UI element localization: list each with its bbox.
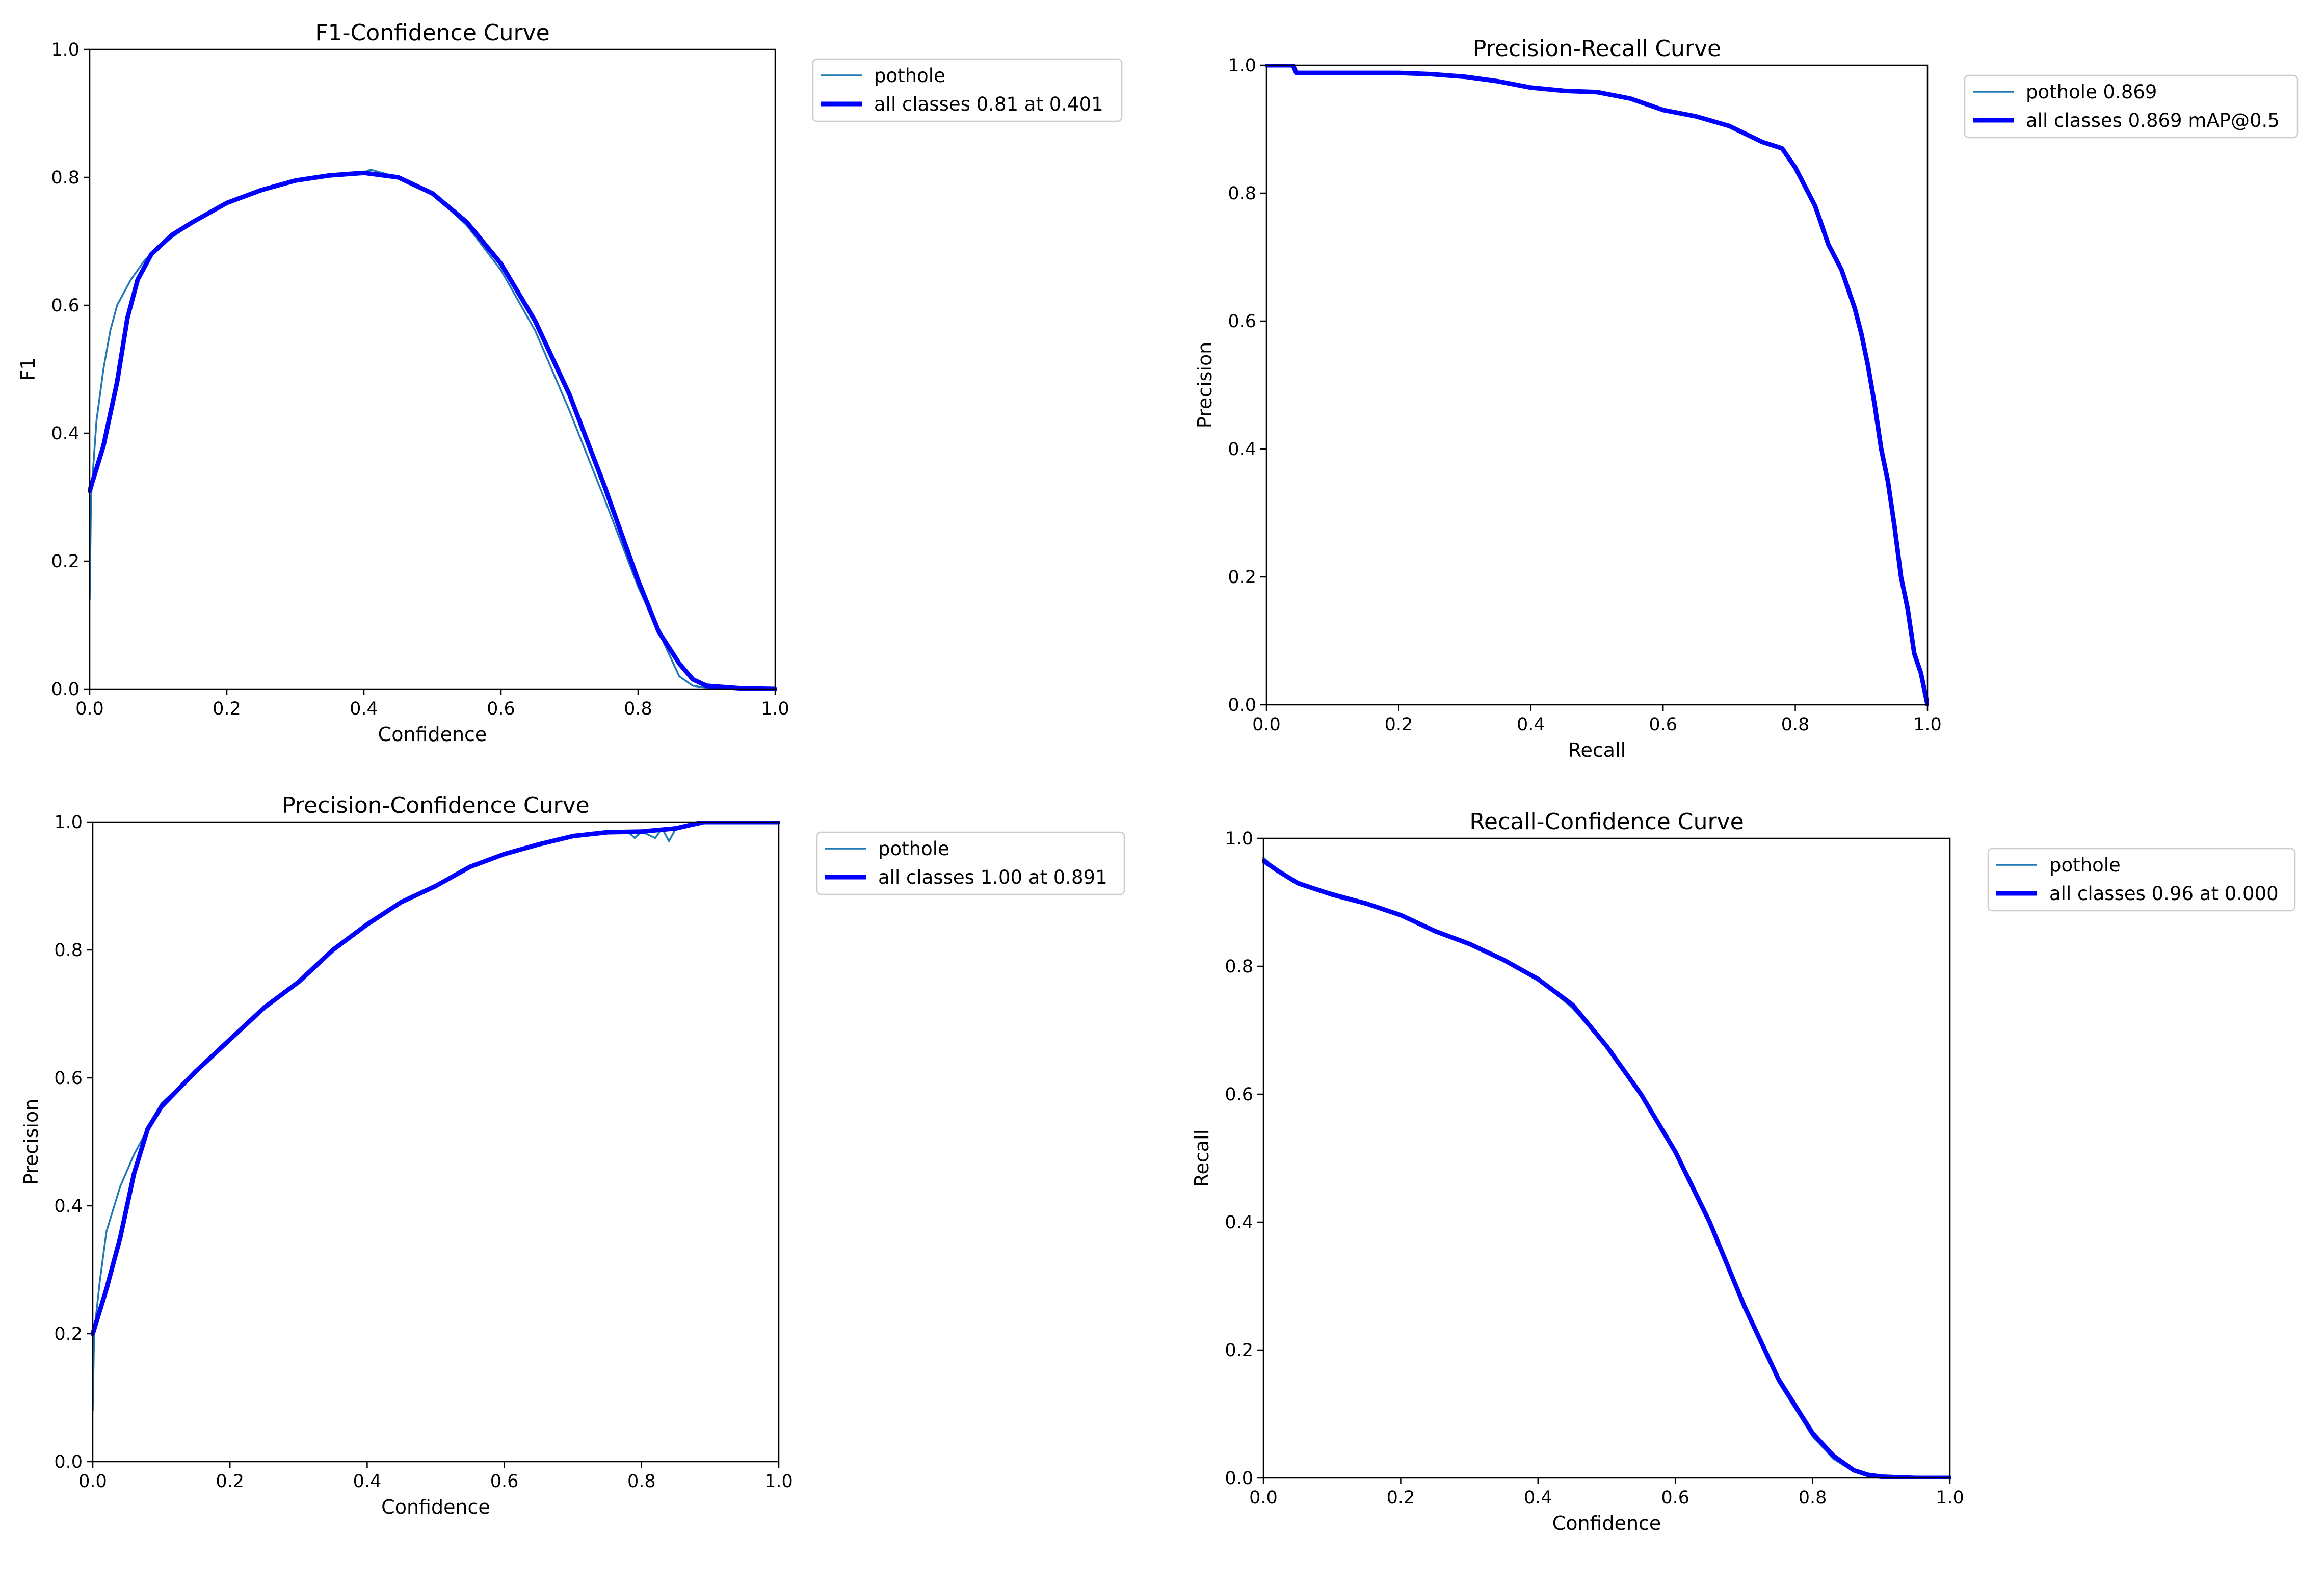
x-tick-label: 0.4 bbox=[350, 699, 378, 719]
y-tick-label: 0.4 bbox=[1228, 439, 1256, 460]
series-line-all-classes bbox=[1262, 858, 1951, 1479]
x-tick-label: 1.0 bbox=[764, 1471, 793, 1492]
y-tick-label: 0.0 bbox=[54, 1452, 83, 1472]
plot-frame bbox=[92, 821, 780, 1463]
y-tick-label: 0.0 bbox=[1228, 695, 1256, 716]
x-tick-label: 0.0 bbox=[78, 1471, 107, 1492]
chart-title: Precision-Recall Curve bbox=[1473, 36, 1721, 62]
x-tick-label: 0.6 bbox=[1661, 1488, 1689, 1508]
legend-box bbox=[812, 58, 1123, 122]
legend-entry-label: all classes 1.00 at 0.891 bbox=[878, 866, 1107, 888]
series-line-all-classes bbox=[1265, 64, 1929, 706]
y-tick-label: 0.4 bbox=[51, 424, 80, 444]
y-tick-label: 0.6 bbox=[51, 296, 80, 316]
x-tick-label: 1.0 bbox=[761, 699, 789, 719]
series-line-all-classes bbox=[88, 170, 777, 691]
y-tick-label: 0.8 bbox=[1228, 183, 1256, 204]
x-axis-label: Recall bbox=[1568, 739, 1626, 761]
x-tick-label: 0.0 bbox=[1249, 1488, 1278, 1508]
legend-box bbox=[816, 831, 1125, 895]
legend-entry-label: all classes 0.96 at 0.000 bbox=[2049, 883, 2279, 905]
legend-box bbox=[1964, 74, 2299, 139]
legend-entry-label: all classes 0.81 at 0.401 bbox=[874, 93, 1103, 115]
x-tick-label: 0.8 bbox=[627, 1471, 656, 1492]
chart-title: Precision-Confidence Curve bbox=[282, 792, 589, 818]
y-tick-label: 0.4 bbox=[1225, 1212, 1253, 1233]
y-tick-label: 0.6 bbox=[1225, 1085, 1253, 1105]
x-tick-label: 0.2 bbox=[1385, 715, 1413, 735]
y-tick-label: 0.0 bbox=[51, 679, 80, 700]
y-tick-label: 0.6 bbox=[54, 1068, 83, 1089]
x-tick-label: 0.6 bbox=[487, 699, 515, 719]
legend-entry-label: all classes 0.869 mAP@0.5 bbox=[2026, 110, 2280, 131]
x-axis-label: Confidence bbox=[1552, 1512, 1661, 1535]
x-tick-label: 0.0 bbox=[1252, 715, 1281, 735]
legend-entry-label: pothole 0.869 bbox=[2026, 81, 2157, 103]
legend-entry-label: pothole bbox=[874, 65, 945, 87]
y-tick-label: 0.0 bbox=[1225, 1468, 1253, 1489]
chart-panel-2: 0.0 0.2 0.4 0.6 0.8 1.0 0.0 0.2 0.4 0.6 0.8 1.0 Prec… bbox=[1194, 36, 2299, 761]
legend: pothole all classes 0.81 at 0.401 bbox=[812, 58, 1123, 122]
x-tick-label: 0.4 bbox=[1517, 715, 1545, 735]
plot-frame bbox=[1262, 837, 1951, 1479]
legend-box bbox=[1987, 848, 2296, 912]
x-tick-label: 0.6 bbox=[490, 1471, 519, 1492]
y-tick-label: 1.0 bbox=[54, 812, 83, 833]
y-tick-label: 1.0 bbox=[51, 40, 80, 60]
x-tick-label: 0.4 bbox=[353, 1471, 382, 1492]
legend: pothole all classes 1.00 at 0.891 bbox=[816, 831, 1125, 895]
series-line-all-classes bbox=[91, 821, 780, 1336]
y-tick-label: 0.6 bbox=[1228, 311, 1256, 332]
y-tick-label: 1.0 bbox=[1225, 829, 1253, 849]
x-tick-label: 0.2 bbox=[1387, 1488, 1415, 1508]
y-axis-label: F1 bbox=[17, 357, 39, 381]
chart-title: F1-Confidence Curve bbox=[315, 20, 549, 46]
x-tick-label: 0.4 bbox=[1524, 1488, 1552, 1508]
x-tick-label: 0.8 bbox=[1781, 715, 1810, 735]
y-tick-label: 0.2 bbox=[51, 551, 80, 572]
y-axis-label: Precision bbox=[1194, 342, 1216, 429]
y-tick-label: 0.8 bbox=[51, 168, 80, 188]
y-tick-label: 0.2 bbox=[1228, 567, 1256, 588]
x-tick-label: 0.6 bbox=[1649, 715, 1677, 735]
y-tick-label: 0.2 bbox=[1225, 1340, 1253, 1361]
y-tick-label: 0.8 bbox=[1225, 957, 1253, 977]
y-tick-label: 0.4 bbox=[54, 1196, 83, 1217]
x-tick-label: 0.8 bbox=[1799, 1488, 1827, 1508]
y-tick-label: 0.2 bbox=[54, 1324, 83, 1344]
plot-frame bbox=[1265, 64, 1929, 706]
legend: pothole 0.869 all classes 0.869 mAP@0.5 bbox=[1964, 74, 2299, 139]
y-axis-label: Precision bbox=[20, 1099, 42, 1185]
series-group bbox=[91, 821, 780, 1412]
y-axis-label: Recall bbox=[1191, 1129, 1213, 1187]
x-axis-label: Confidence bbox=[381, 1496, 490, 1518]
y-tick-label: 1.0 bbox=[1228, 56, 1256, 76]
chart-title: Recall-Confidence Curve bbox=[1469, 809, 1744, 835]
y-tick-label: 0.8 bbox=[54, 940, 83, 961]
series-group bbox=[1265, 64, 1929, 706]
x-tick-label: 0.2 bbox=[216, 1471, 244, 1492]
series-group bbox=[1262, 856, 1951, 1479]
x-tick-label: 1.0 bbox=[1936, 1488, 1964, 1508]
legend: pothole all classes 0.96 at 0.000 bbox=[1987, 848, 2296, 912]
x-axis-label: Confidence bbox=[378, 723, 487, 746]
x-tick-label: 0.8 bbox=[624, 699, 652, 719]
chart-panel-3: 0.0 0.2 0.4 0.6 0.8 1.0 0.0 0.2 0.4 0.6 0.8 1.0 Prec… bbox=[20, 792, 1125, 1518]
plot-frame bbox=[89, 48, 776, 690]
x-tick-label: 0.2 bbox=[213, 699, 241, 719]
charts-root: 0.0 0.2 0.4 0.6 0.8 1.0 0.0 0.2 0.4 0.6 0.8 1.0 F1-C… bbox=[17, 20, 2299, 1535]
chart-panel-1: 0.0 0.2 0.4 0.6 0.8 1.0 0.0 0.2 0.4 0.6 0.8 1.0 F1-C… bbox=[17, 20, 1123, 746]
x-tick-label: 1.0 bbox=[1913, 715, 1942, 735]
x-tick-label: 0.0 bbox=[75, 699, 104, 719]
chart-panel-4: 0.0 0.2 0.4 0.6 0.8 1.0 0.0 0.2 0.4 0.6 0.8 1.0 Reca… bbox=[1191, 809, 2296, 1535]
legend-entry-label: pothole bbox=[2049, 854, 2121, 876]
series-group bbox=[88, 169, 777, 691]
legend-entry-label: pothole bbox=[878, 838, 949, 860]
